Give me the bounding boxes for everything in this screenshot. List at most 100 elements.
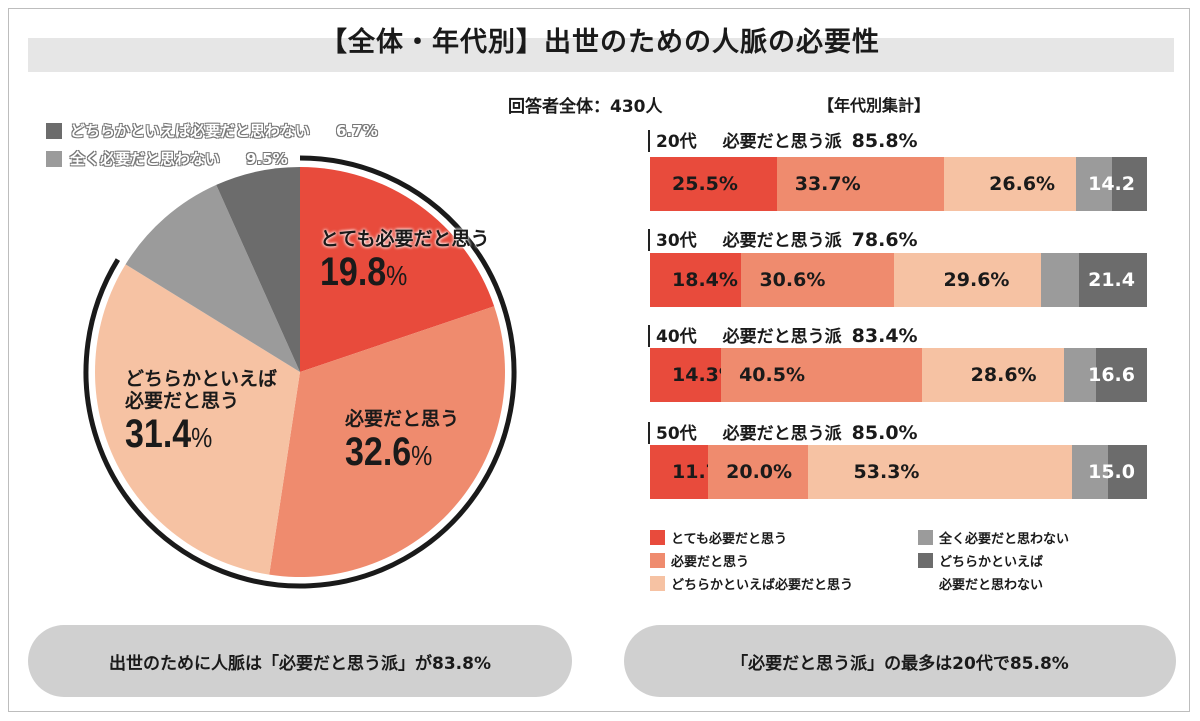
percent-sign: % [191,422,213,453]
pie-label-somewhat-necessary: どちらかといえば 必要だと思う 31.4% [125,368,277,460]
stacked-bar-40代: 14.3% 40.5% 28.6% 16.6 [650,348,1147,402]
bar-segment [1064,348,1096,402]
not-necessary-label: 21.4 [1088,269,1135,291]
bar-segment [1108,445,1147,499]
bar-segment: 30.6% [741,253,894,307]
segment-label: 25.5% [672,173,738,195]
bar-segment [1076,157,1113,211]
bar-legend-item: 必要だと思う [650,551,749,570]
slice-value: 19.8 [320,250,387,294]
pie-legend-not-at-all: 全く必要だと思わない 9.5% [46,148,288,169]
bar-segment: 28.6% [922,348,1065,402]
legend-label: とても必要だと思う [671,532,787,547]
pie-slice-0 [300,167,495,372]
legend-swatch [650,576,665,591]
bar-segment: 11.7% [650,445,738,499]
slice-label-line2: 必要だと思う [125,390,240,412]
segment-label: 33.7% [794,173,861,195]
bar-legend-item: とても必要だと思う [650,528,787,547]
age-label: 50代 [656,424,697,444]
bar-legend-item: 全く必要だと思わない [918,528,1069,547]
necessary-highlight-arc [83,155,517,589]
bar-segment: 29.6% [893,253,1041,307]
segment-label: 28.6% [970,364,1037,386]
slice-label: とても必要だと思う [320,228,490,250]
segment-label: 40.5% [739,364,805,386]
pie-chart [83,155,517,589]
legend-value: 6.7% [336,121,378,140]
stacked-bar-50代: 11.7% 20.0% 53.3% 15.0 [650,445,1147,499]
bar-legend-item: どちらかといえば必要だと思う [650,574,853,593]
slice-value: 32.6 [345,430,412,474]
bar-segment: 53.3% [807,445,1073,499]
infographic-frame [8,8,1190,712]
age-section-heading: 【年代別集計】 [818,96,931,115]
legend-label: どちらかといえば [939,555,1044,570]
necessary-total: 85.0% [851,422,918,444]
percent-sign: % [386,260,408,291]
age-label: 40代 [656,327,697,347]
legend-label: 全く必要だと思わない [939,532,1070,547]
necessary-total: 85.8% [851,130,918,152]
legend-swatch [650,553,665,568]
bar-segment: 26.6% [944,157,1077,211]
legend-swatch [46,122,62,139]
respondent-count: 回答者全体：430人 [508,97,663,117]
age-row-header: 30代 必要だと思う派 78.6% [648,229,918,251]
necessary-total: 83.4% [851,325,918,347]
segment-label: 20.0% [726,461,793,483]
legend-label: どちらかといえば必要だと思わない [70,122,311,140]
age-row-header: 20代 必要だと思う派 85.8% [648,130,918,152]
bar-legend-item-cont: 必要だと思わない [939,574,1043,593]
not-necessary-label: 15.0 [1088,461,1135,483]
segment-label: 26.6% [989,173,1056,195]
page-title: 【全体・年代別】出世のための人脈の必要性 [320,27,880,58]
title-bar [28,38,1174,72]
pie-slice-2 [95,264,300,575]
bar-segment [1040,253,1080,307]
slice-value: 31.4 [125,412,192,456]
percent-sign: % [411,440,433,471]
segment-label: 30.6% [759,269,826,291]
bar-segment [1095,348,1147,402]
bar-segment: 18.4% [650,253,742,307]
stacked-bar-30代: 18.4% 30.6% 29.6% 21.4 [650,253,1147,307]
stacked-bar-20代: 25.5% 33.7% 26.6% 14.2 [650,157,1147,211]
legend-label: 必要だと思わない [939,578,1044,593]
pie-slice-4 [216,167,300,372]
not-necessary-label: 14.2 [1088,173,1135,195]
legend-swatch [918,530,933,545]
age-label: 20代 [656,132,697,152]
group-label: 必要だと思う派 [722,231,842,251]
legend-label: 必要だと思う [671,555,750,570]
group-label: 必要だと思う派 [722,424,842,444]
segment-label: 53.3% [853,461,920,483]
pie-label-very-necessary: とても必要だと思う 19.8% [320,228,489,298]
legend-swatch [650,530,665,545]
segment-label: 18.4% [672,269,738,291]
summary-left: 出世のために人脈は「必要だと思う派」が83.8% [28,625,572,697]
age-row-header: 50代 必要だと思う派 85.0% [648,422,918,444]
legend-label: どちらかといえば必要だと思う [671,578,854,593]
pie-label-necessary: 必要だと思う 32.6% [345,408,459,478]
summary-right: 「必要だと思う派」の最多は20代で85.8% [624,625,1176,697]
bar-segment: 25.5% [650,157,777,211]
bar-segment [1072,445,1109,499]
bar-segment: 20.0% [708,445,808,499]
legend-value: 9.5% [246,149,288,168]
legend-label: 全く必要だと思わない [70,150,221,168]
pie-legend-somewhat-not: どちらかといえば必要だと思わない 6.7% [46,120,378,141]
legend-swatch [46,150,62,167]
bar-segment: 40.5% [721,348,923,402]
bar-segment: 14.3% [650,348,738,402]
group-label: 必要だと思う派 [722,132,842,152]
age-row-header: 40代 必要だと思う派 83.4% [648,325,918,347]
bar-segment [1079,253,1147,307]
slice-label: 必要だと思う [345,408,460,430]
bar-segment [1112,157,1147,211]
segment-label: 29.6% [943,269,1010,291]
legend-swatch [918,553,933,568]
bar-legend-item: どちらかといえば [918,551,1043,570]
necessary-total: 78.6% [851,229,918,251]
slice-label-line1: どちらかといえば [125,368,278,390]
